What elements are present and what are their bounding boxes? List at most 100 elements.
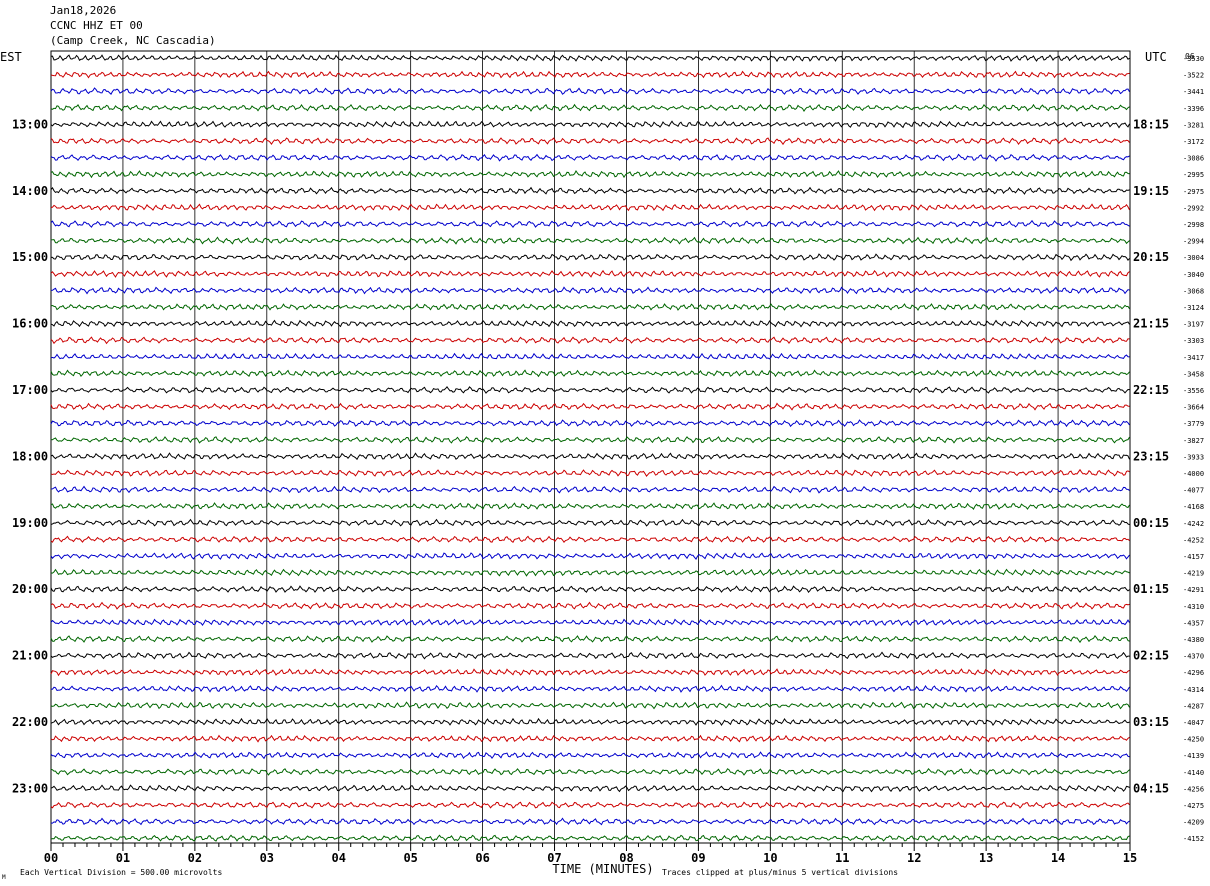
seismic-trace — [50, 635, 1130, 644]
trace-offset-label: -4168 — [1183, 503, 1204, 511]
est-hour-label: 17:00 — [12, 383, 48, 397]
trace-offset-label: -2994 — [1183, 238, 1204, 246]
trace-offset-label: -4157 — [1183, 553, 1204, 561]
trace-offset-label: -4219 — [1183, 570, 1204, 578]
utc-hour-label: 02:15 — [1133, 649, 1169, 663]
trace-offset-label: -4139 — [1183, 752, 1204, 760]
est-hour-label: 20:00 — [12, 582, 48, 596]
trace-offset-label: -3779 — [1183, 420, 1204, 428]
traces — [50, 53, 1130, 842]
x-tick-label: 07 — [547, 851, 561, 865]
trace-offset-label: -4296 — [1183, 669, 1204, 677]
trace-offset-label: -3068 — [1183, 287, 1204, 295]
seismic-trace — [50, 137, 1130, 146]
est-hour-label: 22:00 — [12, 715, 48, 729]
footer-scale: Each Vertical Division = 500.00 microvol… — [20, 868, 222, 877]
utc-hour-label: 22:15 — [1133, 383, 1169, 397]
est-hour-label: 14:00 — [12, 184, 48, 198]
trace-offset-label: -3522 — [1183, 72, 1204, 80]
trace-offset-label: -3172 — [1183, 138, 1204, 146]
seismic-trace — [50, 768, 1130, 776]
seismic-trace — [50, 518, 1130, 527]
trace-offset-label: -2998 — [1183, 221, 1204, 229]
trace-offset-label: -4256 — [1183, 785, 1204, 793]
x-tick-label: 11 — [835, 851, 849, 865]
seismic-trace — [50, 684, 1130, 693]
utc-hour-label: 04:15 — [1133, 781, 1169, 795]
x-tick-label: 06 — [475, 851, 489, 865]
x-tick-label: 13 — [979, 851, 993, 865]
utc-hour-label: 18:15 — [1133, 117, 1169, 131]
est-hour-label: 18:00 — [12, 449, 48, 463]
corner-mark: M — [2, 874, 6, 881]
seismic-trace — [50, 701, 1130, 710]
trace-offset-label: -4291 — [1183, 586, 1204, 594]
seismic-trace — [50, 668, 1130, 677]
seismic-trace — [50, 452, 1130, 461]
seismic-trace — [50, 203, 1130, 212]
seismic-trace — [50, 651, 1130, 660]
est-hour-label: 13:00 — [12, 117, 48, 131]
trace-offset-label: -3281 — [1183, 121, 1204, 129]
seismic-trace — [50, 502, 1130, 511]
seismic-trace — [50, 552, 1130, 561]
seismic-trace — [50, 734, 1130, 743]
seismic-trace — [50, 236, 1130, 245]
est-hour-label: 23:00 — [12, 781, 48, 795]
trace-offset-label: -3827 — [1183, 437, 1204, 445]
trace-offset-label: -4252 — [1183, 536, 1204, 544]
x-axis-title: TIME (MINUTES) — [552, 862, 653, 876]
trace-offset-label: -3441 — [1183, 88, 1204, 96]
x-tick-label: 10 — [763, 851, 777, 865]
seismic-trace — [50, 186, 1130, 195]
seismic-trace — [50, 585, 1130, 594]
est-label: EST — [0, 50, 22, 64]
seismic-trace — [50, 219, 1130, 229]
seismic-trace — [50, 120, 1130, 129]
seismic-trace — [50, 336, 1130, 345]
x-tick-label: 09 — [691, 851, 705, 865]
seismic-trace — [50, 535, 1130, 543]
seismic-trace — [50, 485, 1130, 494]
header-station: CCNC HHZ ET 00 — [50, 19, 143, 32]
utc-hour-label: 23:15 — [1133, 449, 1169, 463]
trace-offset-label: -4077 — [1183, 487, 1204, 495]
trace-offset-label: -3040 — [1183, 271, 1204, 279]
seismic-trace — [50, 834, 1130, 842]
trace-offset-label: -2992 — [1183, 204, 1204, 212]
trace-offset-label: -4370 — [1183, 653, 1204, 661]
trace-offset-label: -3556 — [1183, 387, 1204, 395]
seismic-trace — [50, 170, 1130, 179]
seismic-trace — [50, 352, 1130, 360]
trace-offset-label: -2975 — [1183, 188, 1204, 196]
seismic-trace — [50, 303, 1130, 312]
seismic-trace — [50, 153, 1130, 162]
seismic-trace — [50, 103, 1130, 113]
est-hour-label: 16:00 — [12, 317, 48, 331]
trace-offset-label: -4152 — [1183, 835, 1204, 843]
trace-offset-label: -3303 — [1183, 337, 1204, 345]
seismic-trace — [50, 70, 1130, 79]
trace-offset-label: -4242 — [1183, 520, 1204, 528]
x-tick-label: 02 — [188, 851, 202, 865]
est-hour-label: 21:00 — [12, 649, 48, 663]
seismic-trace — [50, 369, 1130, 378]
seismic-trace — [50, 468, 1130, 477]
trace-offset-label: -4310 — [1183, 603, 1204, 611]
utc-hour-label: 03:15 — [1133, 715, 1169, 729]
utc-hour-label: 20:15 — [1133, 250, 1169, 264]
x-tick-label: 01 — [116, 851, 130, 865]
seismic-trace — [50, 801, 1130, 809]
trace-offset-label: -4140 — [1183, 769, 1204, 777]
seismic-trace — [50, 253, 1130, 262]
trace-offset-label: -3417 — [1183, 354, 1204, 362]
est-hour-label: 15:00 — [12, 250, 48, 264]
trace-offset-label: -4250 — [1183, 736, 1204, 744]
seismic-trace — [50, 319, 1130, 328]
seismic-trace — [50, 601, 1130, 610]
x-tick-label: 14 — [1051, 851, 1065, 865]
x-tick-label: 04 — [332, 851, 346, 865]
header-location: (Camp Creek, NC Cascadia) — [50, 34, 216, 47]
trace-offset-label: -4314 — [1183, 686, 1204, 694]
trace-offset-label: -4209 — [1183, 819, 1204, 827]
